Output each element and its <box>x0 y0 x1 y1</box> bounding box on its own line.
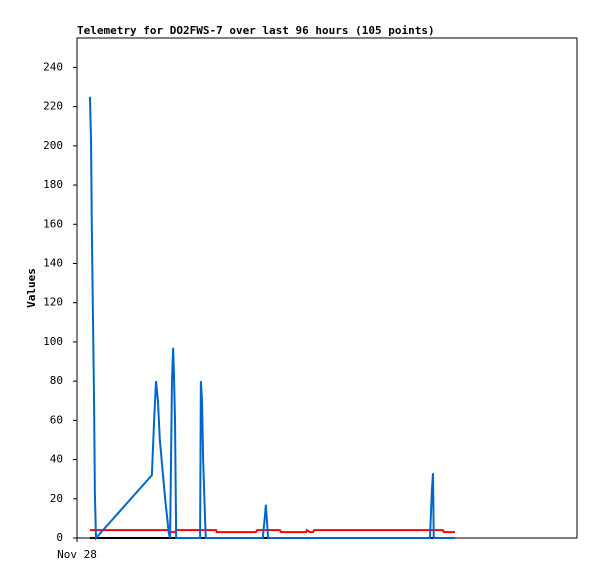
y-tick-label: 0 <box>56 531 63 544</box>
y-tick-label: 240 <box>43 60 63 73</box>
series-line <box>88 96 456 541</box>
y-tick-label: 180 <box>43 178 63 191</box>
y-tick-label: 140 <box>43 256 63 269</box>
x-tick-label: Nov 28 <box>57 548 97 561</box>
chart-title: Telemetry for DO2FWS-7 over last 96 hour… <box>77 24 435 37</box>
y-tick-label: 120 <box>43 296 63 309</box>
y-axis-label: Values <box>25 268 38 308</box>
y-tick-label: 80 <box>50 374 63 387</box>
y-tick-label: 200 <box>43 139 63 152</box>
y-tick-label: 20 <box>50 492 63 505</box>
y-tick-label: 60 <box>50 413 63 426</box>
series-line <box>89 528 456 534</box>
y-tick-label: 160 <box>43 217 63 230</box>
y-tick-label: 40 <box>50 453 63 466</box>
y-tick-label: 220 <box>43 100 63 113</box>
y-tick-label: 100 <box>43 335 63 348</box>
